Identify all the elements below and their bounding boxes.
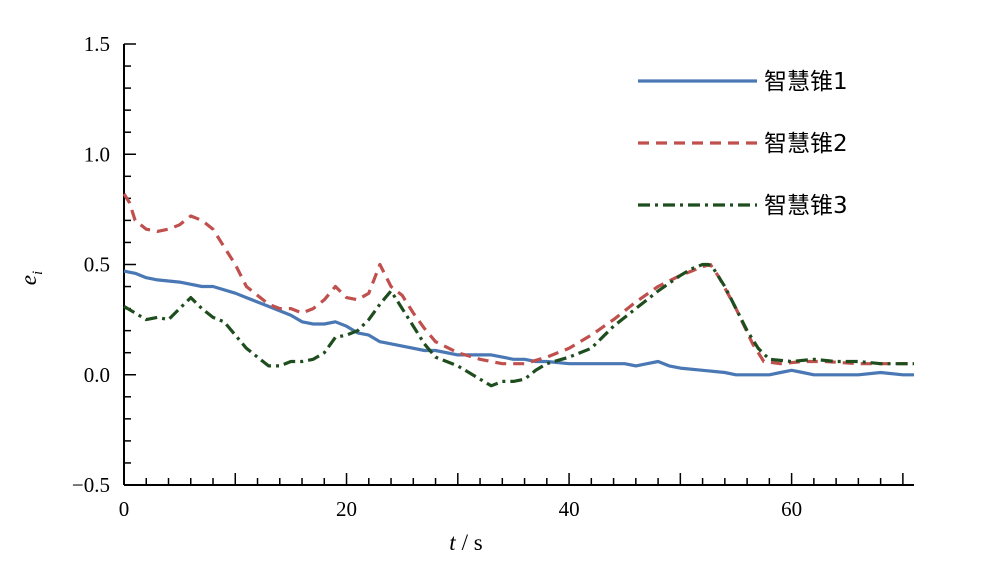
series-layer — [122, 193, 914, 388]
x-tick-label: 40 — [559, 497, 580, 521]
y-tick-label: −0.5 — [72, 473, 110, 497]
legend-label-3: 智慧锥3 — [764, 193, 848, 219]
plot-area — [123, 44, 914, 486]
legend-label-1: 智慧锥1 — [764, 69, 848, 95]
legend-label-2: 智慧锥2 — [764, 131, 848, 157]
x-axis-title: t / s — [449, 530, 483, 555]
y-axis-ticks: −0.5 0.0 0.5 1.0 1.5 — [72, 32, 136, 497]
y-tick-label: 1.0 — [84, 142, 110, 166]
x-tick-label: 0 — [119, 497, 130, 521]
series-line-3 — [123, 262, 914, 388]
x-axis-title-unit: / s — [462, 530, 483, 555]
y-tick-label: 0.5 — [84, 253, 110, 277]
legend: 智慧锥1 智慧锥2 智慧锥3 — [638, 69, 848, 219]
x-axis-title-var: t — [449, 530, 456, 555]
y-axis-title-var: e — [16, 275, 41, 285]
series-line-2 — [122, 193, 914, 366]
series-line-1 — [123, 269, 914, 377]
x-tick-label: 20 — [336, 497, 357, 521]
x-tick-label: 60 — [781, 497, 802, 521]
x-axis-ticks: 0 20 40 60 — [119, 473, 904, 521]
y-axis-title: ei — [16, 271, 46, 285]
y-tick-label: 0.0 — [84, 363, 110, 387]
y-tick-label: 1.5 — [84, 32, 110, 56]
y-axis-title-sub: i — [30, 271, 46, 275]
